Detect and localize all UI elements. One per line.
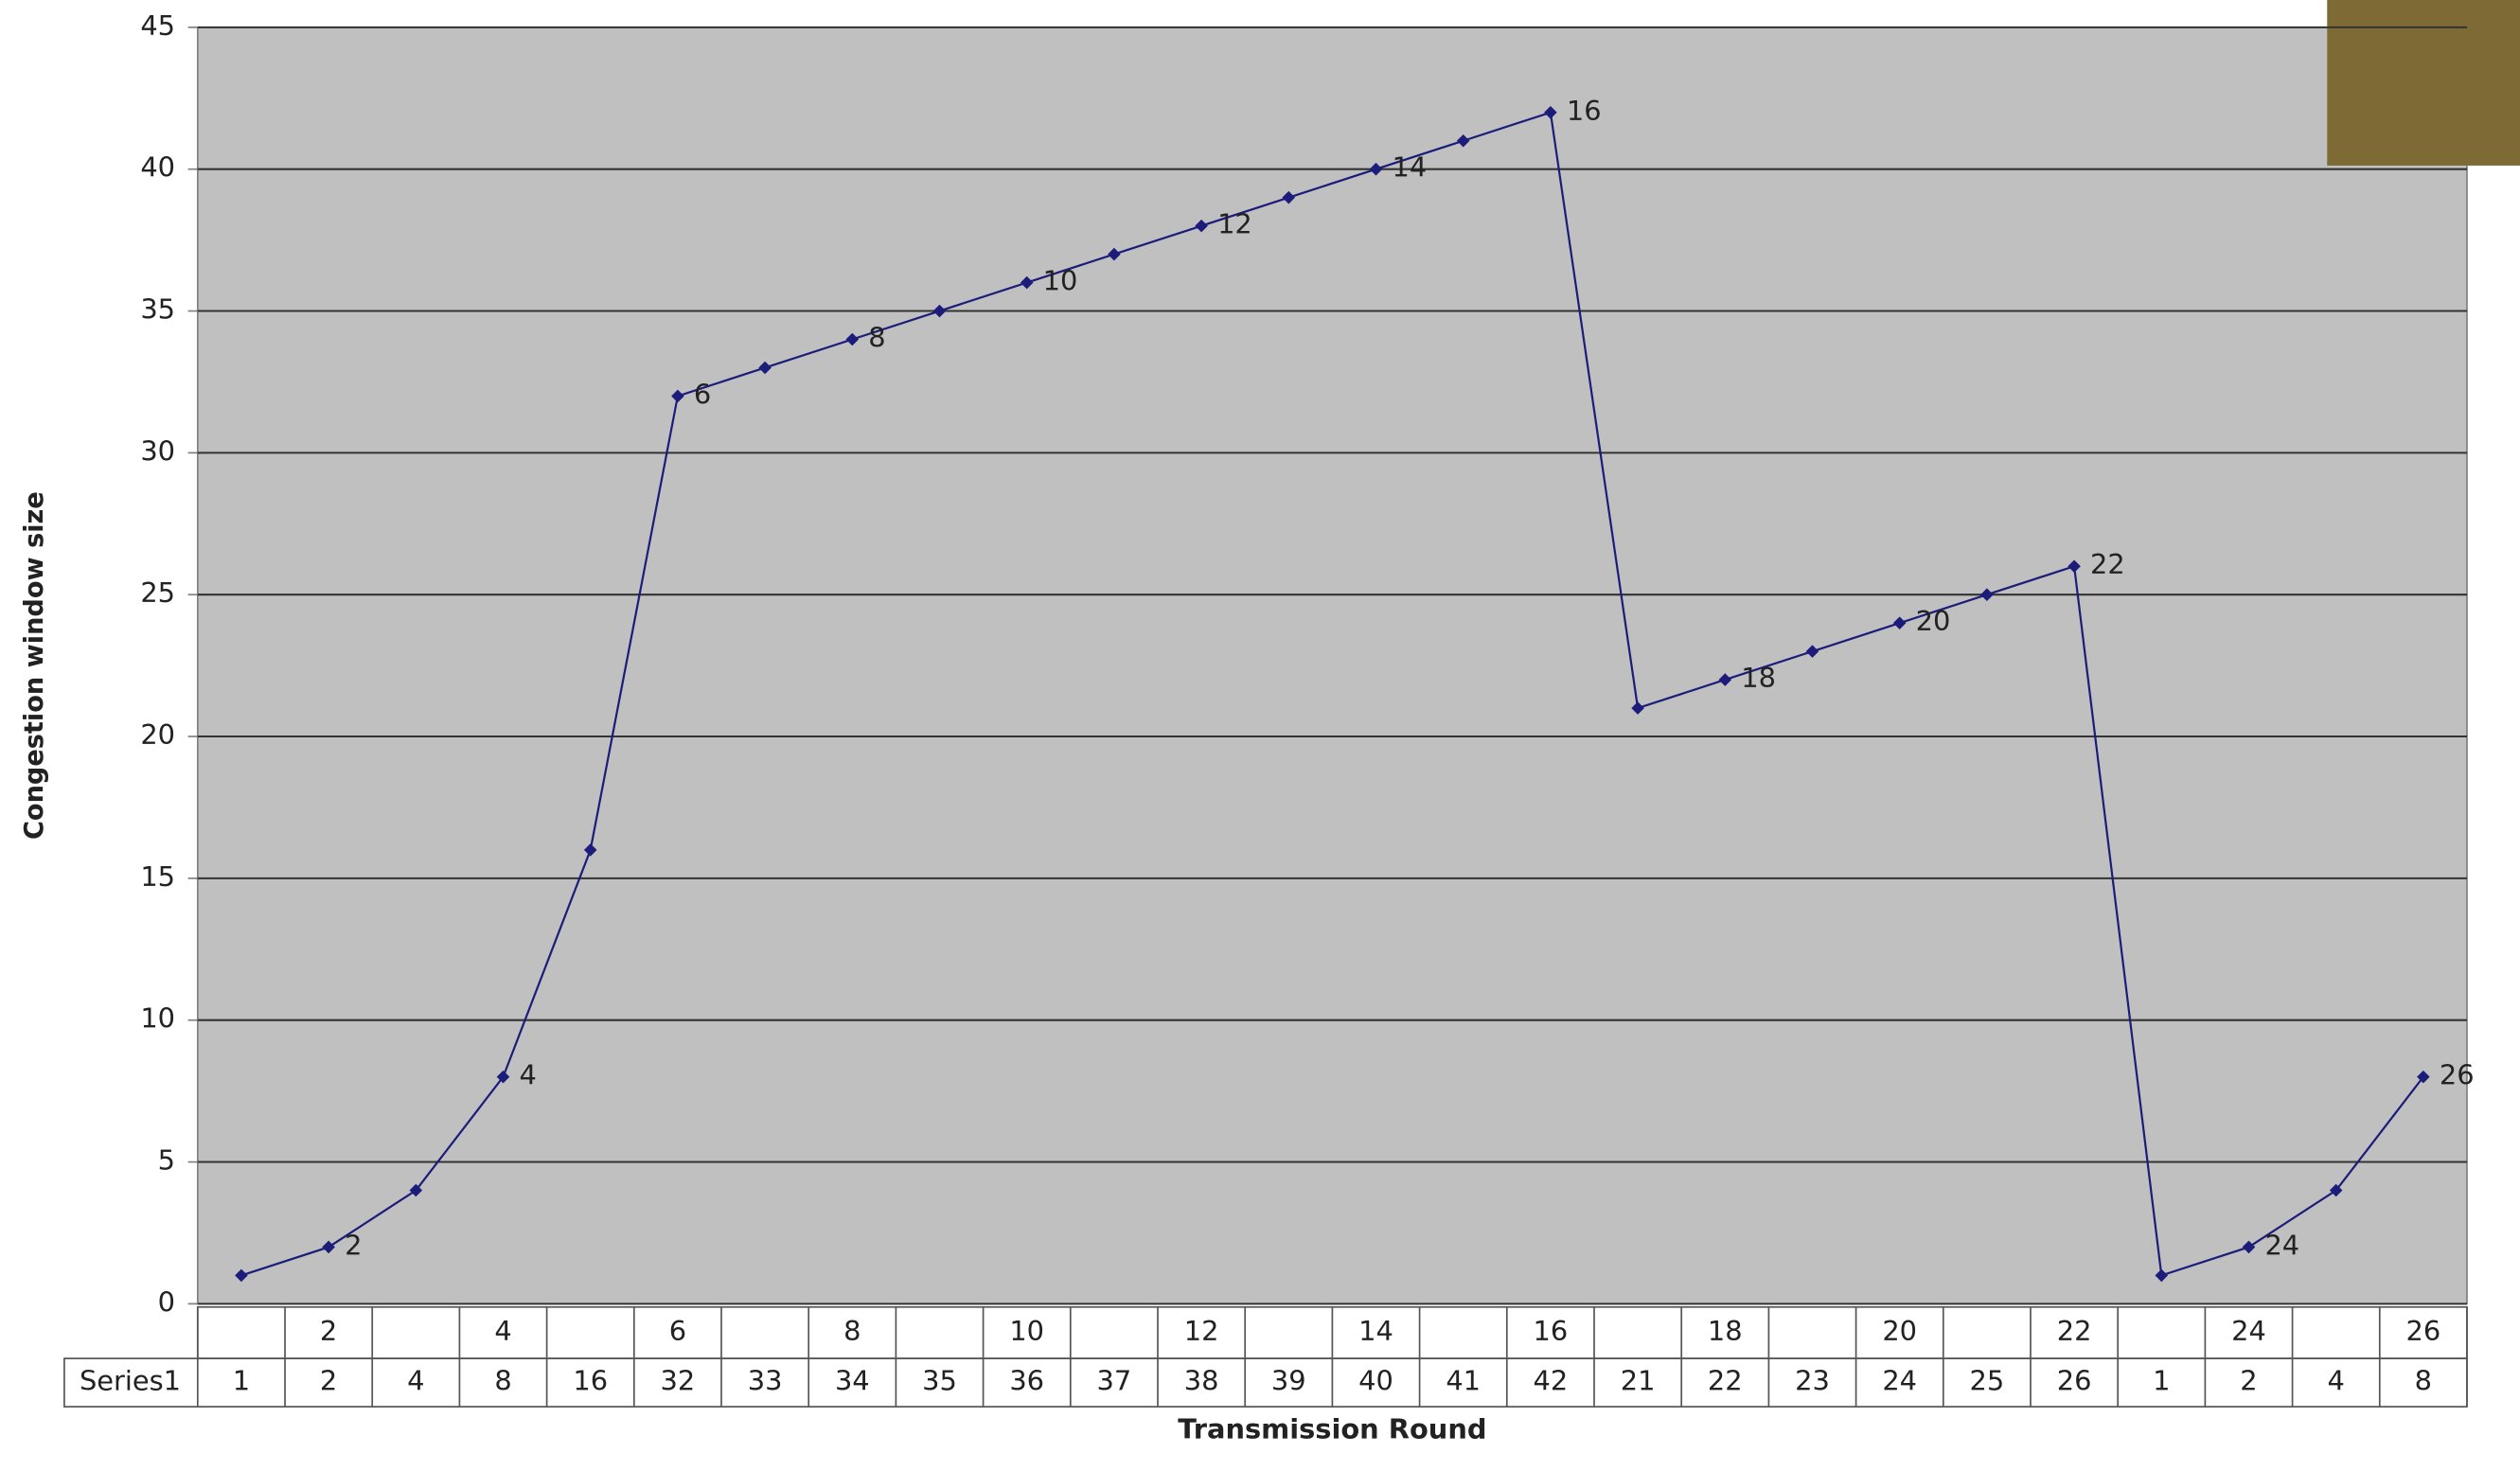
x-tick-label: 12: [1184, 1315, 1219, 1347]
table-value: 35: [922, 1365, 957, 1397]
y-tick-label: 40: [140, 151, 175, 184]
table-value: 32: [661, 1365, 696, 1397]
data-label: 6: [694, 378, 711, 410]
table-value: 38: [1184, 1365, 1219, 1397]
data-point: [235, 1268, 248, 1283]
data-point: [1892, 616, 1907, 629]
y-tick-label: 10: [140, 1002, 175, 1035]
webcam-thumbnail: [2327, 0, 2520, 166]
data-point: [1718, 673, 1732, 686]
table-value: 2: [320, 1365, 337, 1397]
data-label: 4: [519, 1059, 536, 1091]
x-tick-label: 10: [1009, 1315, 1044, 1347]
table-value: 1: [233, 1365, 250, 1397]
table-value: 8: [2415, 1365, 2432, 1397]
data-label: 22: [2090, 548, 2125, 580]
y-tick-label: 45: [140, 9, 175, 42]
table-value: 4: [2327, 1365, 2344, 1397]
y-tick-label: 15: [140, 860, 175, 893]
legend-series-name: Series1: [80, 1365, 181, 1397]
data-point: [1805, 645, 1819, 658]
x-tick-label: 26: [2406, 1315, 2441, 1347]
table-value: 25: [1970, 1365, 2005, 1397]
data-point: [2417, 1070, 2430, 1084]
x-tick-label: 24: [2231, 1315, 2266, 1347]
table-value: 26: [2057, 1365, 2092, 1397]
data-point: [409, 1183, 423, 1197]
data-label: 12: [1217, 208, 1252, 240]
table-value: 1: [2153, 1365, 2170, 1397]
data-label: 26: [2440, 1059, 2475, 1091]
table-value: 4: [407, 1365, 424, 1397]
x-tick-label: 22: [2057, 1315, 2092, 1347]
data-label: 16: [1567, 95, 1602, 127]
x-tick-label: 2: [320, 1315, 337, 1347]
data-label: 10: [1043, 265, 1078, 297]
table-value: 22: [1708, 1365, 1743, 1397]
x-tick-label: 8: [843, 1315, 861, 1347]
table-value: 21: [1621, 1365, 1656, 1397]
data-label: 18: [1741, 662, 1776, 694]
series-line: [240, 111, 2424, 1277]
data-point: [932, 304, 947, 318]
data-point: [583, 843, 597, 857]
data-point: [845, 332, 860, 346]
x-tick-label: 20: [1882, 1315, 1917, 1347]
table-value: 34: [835, 1365, 870, 1397]
y-tick-label: 5: [158, 1144, 175, 1177]
y-tick-label: 0: [158, 1285, 175, 1318]
table-value: 41: [1446, 1365, 1481, 1397]
table-value: 24: [1882, 1365, 1917, 1397]
data-label: 20: [1916, 605, 1951, 637]
table-value: 39: [1271, 1365, 1306, 1397]
table-value: 40: [1358, 1365, 1393, 1397]
table-border: [63, 1357, 2468, 1408]
x-tick-label: 4: [494, 1315, 511, 1347]
x-axis-label: Transmission Round: [1178, 1413, 1486, 1445]
data-point: [758, 361, 772, 375]
table-value: 33: [748, 1365, 783, 1397]
table-value: 42: [1534, 1365, 1569, 1397]
plot-area: [196, 27, 2468, 1305]
table-value: 23: [1795, 1365, 1830, 1397]
data-point: [496, 1070, 510, 1084]
table-value: 37: [1097, 1365, 1132, 1397]
data-point: [322, 1240, 335, 1254]
table-value: 36: [1009, 1365, 1044, 1397]
x-tick-label: 18: [1708, 1315, 1743, 1347]
data-label: 2: [345, 1229, 362, 1261]
data-label: 8: [868, 322, 885, 354]
data-point: [2155, 1268, 2169, 1283]
x-tick-label: 6: [669, 1315, 686, 1347]
table-value: 2: [2240, 1365, 2257, 1397]
data-point: [671, 389, 684, 403]
table-value: 16: [573, 1365, 608, 1397]
table-value: 8: [494, 1365, 511, 1397]
x-tick-label: 14: [1358, 1315, 1393, 1347]
y-tick-label: 25: [140, 576, 175, 609]
x-tick-label: 16: [1534, 1315, 1569, 1347]
y-axis-label: Congestion window size: [20, 491, 49, 840]
y-tick-label: 20: [140, 718, 175, 751]
data-label: 24: [2264, 1229, 2299, 1261]
data-point: [1369, 162, 1383, 176]
y-tick-label: 30: [140, 434, 175, 467]
data-point: [2242, 1240, 2256, 1254]
y-tick-label: 35: [140, 293, 175, 326]
data-label: 14: [1392, 151, 1427, 184]
